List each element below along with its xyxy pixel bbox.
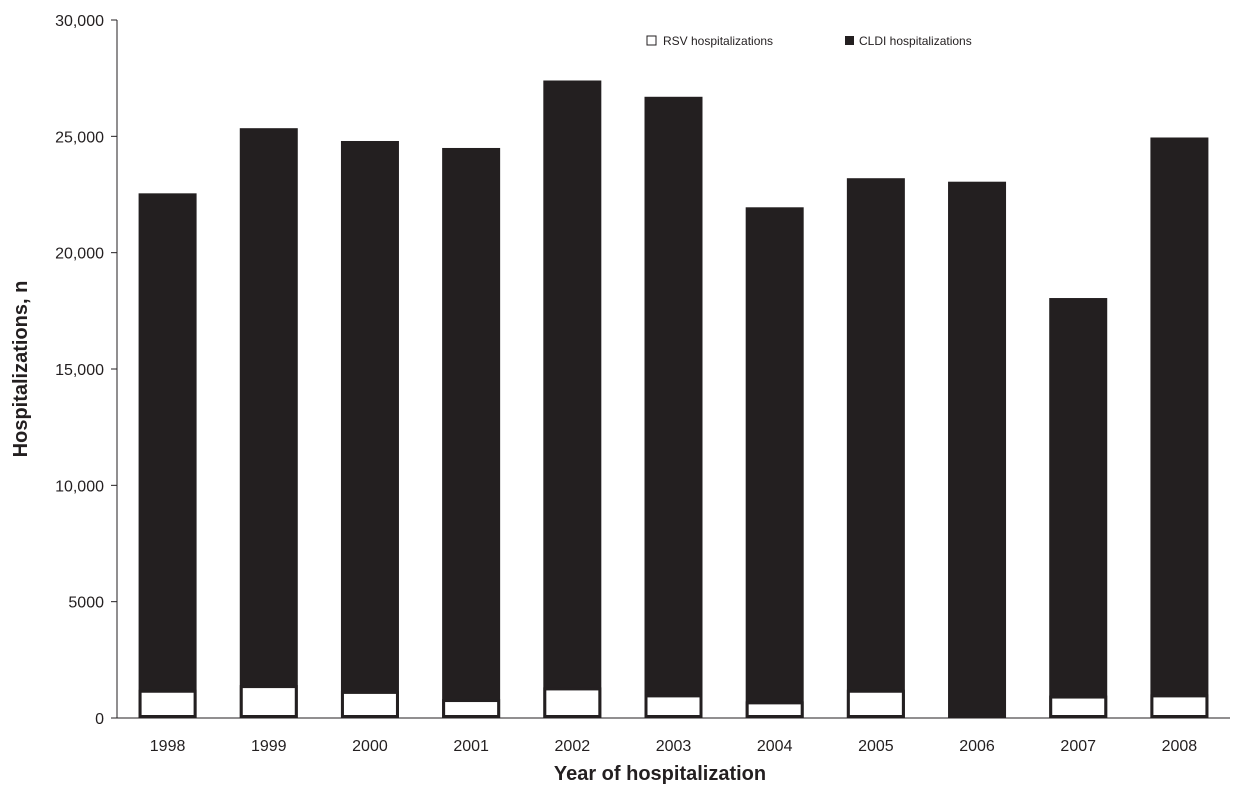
bar-cldi-2004: [745, 207, 804, 718]
y-tick-label: 5000: [68, 595, 104, 612]
x-tick-label: 2002: [555, 738, 591, 755]
bar-cldi-2005: [846, 178, 905, 719]
x-tick-label: 2003: [656, 738, 692, 755]
bar-group: [138, 80, 1209, 719]
bar-cldi-2006: [948, 181, 1007, 718]
x-tick-label: 1999: [251, 738, 287, 755]
bar-rsv-2002: [543, 687, 602, 719]
y-tick-label: 25,000: [55, 129, 104, 146]
bar-rsv-2003: [644, 694, 703, 718]
y-axis-title: Hospitalizations, n: [10, 281, 32, 458]
bar-cldi-2008: [1150, 137, 1209, 718]
x-axis-title: Year of hospitalization: [554, 763, 766, 785]
bar-rsv-2005: [846, 689, 905, 719]
legend-swatch-rsv: [646, 35, 657, 46]
bar-rsv-2007: [1049, 695, 1108, 718]
legend-label-cldi: CLDI hospitalizations: [859, 34, 972, 48]
bar-cldi-1998: [138, 193, 197, 718]
x-tick-label: 2008: [1162, 738, 1198, 755]
y-tick-label: 0: [95, 711, 104, 728]
bar-cldi-2007: [1049, 298, 1108, 718]
y-tick-label: 15,000: [55, 362, 104, 379]
x-tick-label: 1998: [150, 738, 186, 755]
x-tick-label: 2000: [352, 738, 388, 755]
bar-cldi-1999: [239, 128, 298, 718]
bar-cldi-2003: [644, 96, 703, 718]
y-tick-label: 10,000: [55, 478, 104, 495]
x-tick-labels: 1998 1999 2000 2001 2002 2003 2004 2005 2006 2007…: [150, 738, 1198, 755]
x-tick-label: 2005: [858, 738, 894, 755]
bar-rsv-1999: [239, 685, 298, 719]
x-tick-label: 2001: [453, 738, 489, 755]
x-tick-label: 2007: [1060, 738, 1096, 755]
bar-rsv-2008: [1150, 694, 1209, 718]
legend-swatch-cldi: [845, 36, 854, 45]
y-tick-label: 20,000: [55, 246, 104, 263]
x-tick-label: 2004: [757, 738, 793, 755]
bar-cldi-2001: [442, 147, 501, 718]
y-tick-label: 30,000: [55, 13, 104, 30]
bar-cldi-2002: [543, 80, 602, 718]
x-tick-label: 2006: [959, 738, 995, 755]
bar-rsv-2004: [745, 701, 804, 718]
bar-rsv-2000: [340, 690, 399, 719]
bar-rsv-2001: [442, 699, 501, 718]
bar-rsv-1998: [138, 689, 197, 719]
legend-label-rsv: RSV hospitalizations: [663, 34, 773, 48]
bar-cldi-2000: [340, 140, 399, 718]
legend: RSV hospitalizations CLDI hospitalizatio…: [646, 34, 972, 48]
y-tick-labels: 0 5000 10,000 15,000 20,000 25,000 30,000: [55, 13, 117, 728]
